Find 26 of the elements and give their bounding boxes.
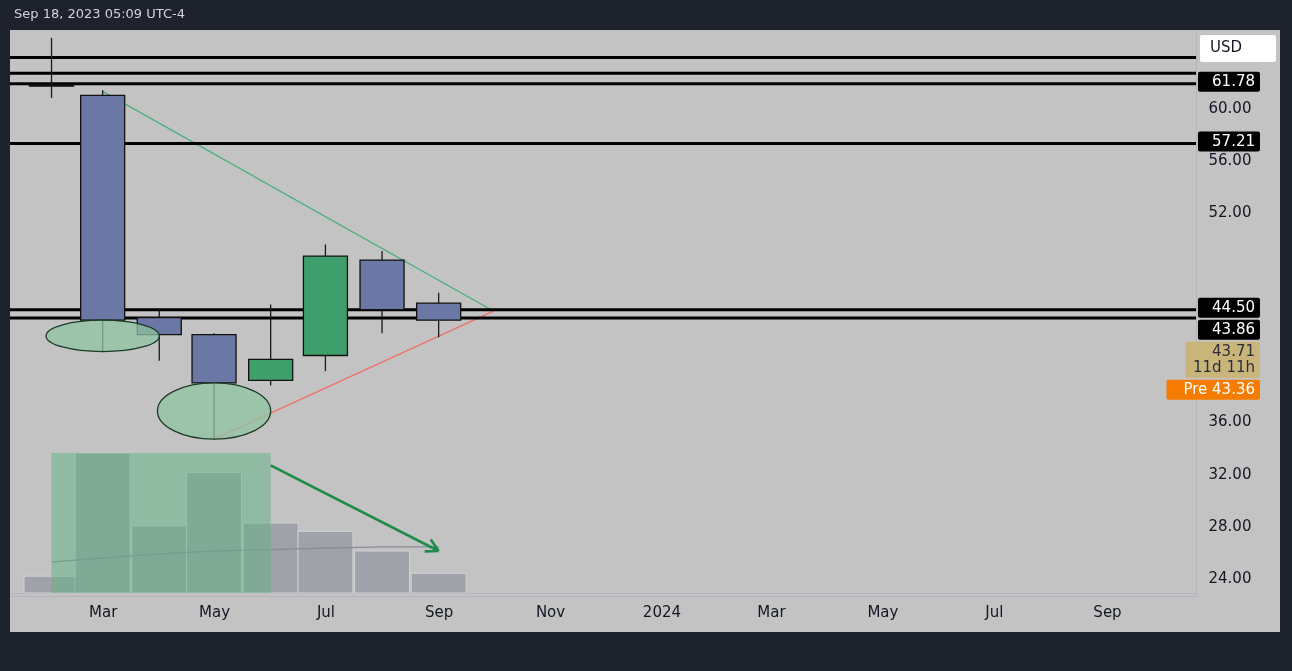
ref-line-label: 44.50 xyxy=(1212,297,1255,316)
x-tick-label: Jul xyxy=(315,602,335,621)
ref-line-label: 43.86 xyxy=(1212,319,1255,338)
x-tick-label: Nov xyxy=(535,602,566,621)
ref-line-label: 57.21 xyxy=(1212,131,1255,150)
y-tick-label: 56.00 xyxy=(1208,150,1252,169)
y-tick-label: 36.00 xyxy=(1208,412,1252,431)
x-tick-label: May xyxy=(199,602,231,621)
y-tick-label: 28.00 xyxy=(1208,516,1252,535)
x-tick-label: Sep xyxy=(1093,602,1122,621)
x-tick-label: Mar xyxy=(89,602,119,621)
x-tick-label: Jul xyxy=(984,602,1004,621)
y-tick-label: 52.00 xyxy=(1208,203,1252,222)
x-tick-label: 2024 xyxy=(642,602,682,621)
x-tick-label: Mar xyxy=(757,602,787,621)
y-axis-title: USD xyxy=(1210,38,1243,56)
annotation: Pre 43.36 xyxy=(1183,379,1255,398)
candlestick xyxy=(28,37,75,99)
x-tick-label: May xyxy=(867,602,899,621)
ref-line-label: 61.78 xyxy=(1212,71,1255,90)
x-tick-label: Sep xyxy=(425,602,454,621)
text: Sep 18, 2023 05:09 UTC-4 xyxy=(14,6,185,21)
y-tick-label: 60.00 xyxy=(1208,98,1252,117)
y-tick-label: 24.00 xyxy=(1208,569,1252,588)
y-tick-label: 32.00 xyxy=(1208,464,1252,483)
annotation: 43.71 11d 11h xyxy=(1193,341,1255,376)
